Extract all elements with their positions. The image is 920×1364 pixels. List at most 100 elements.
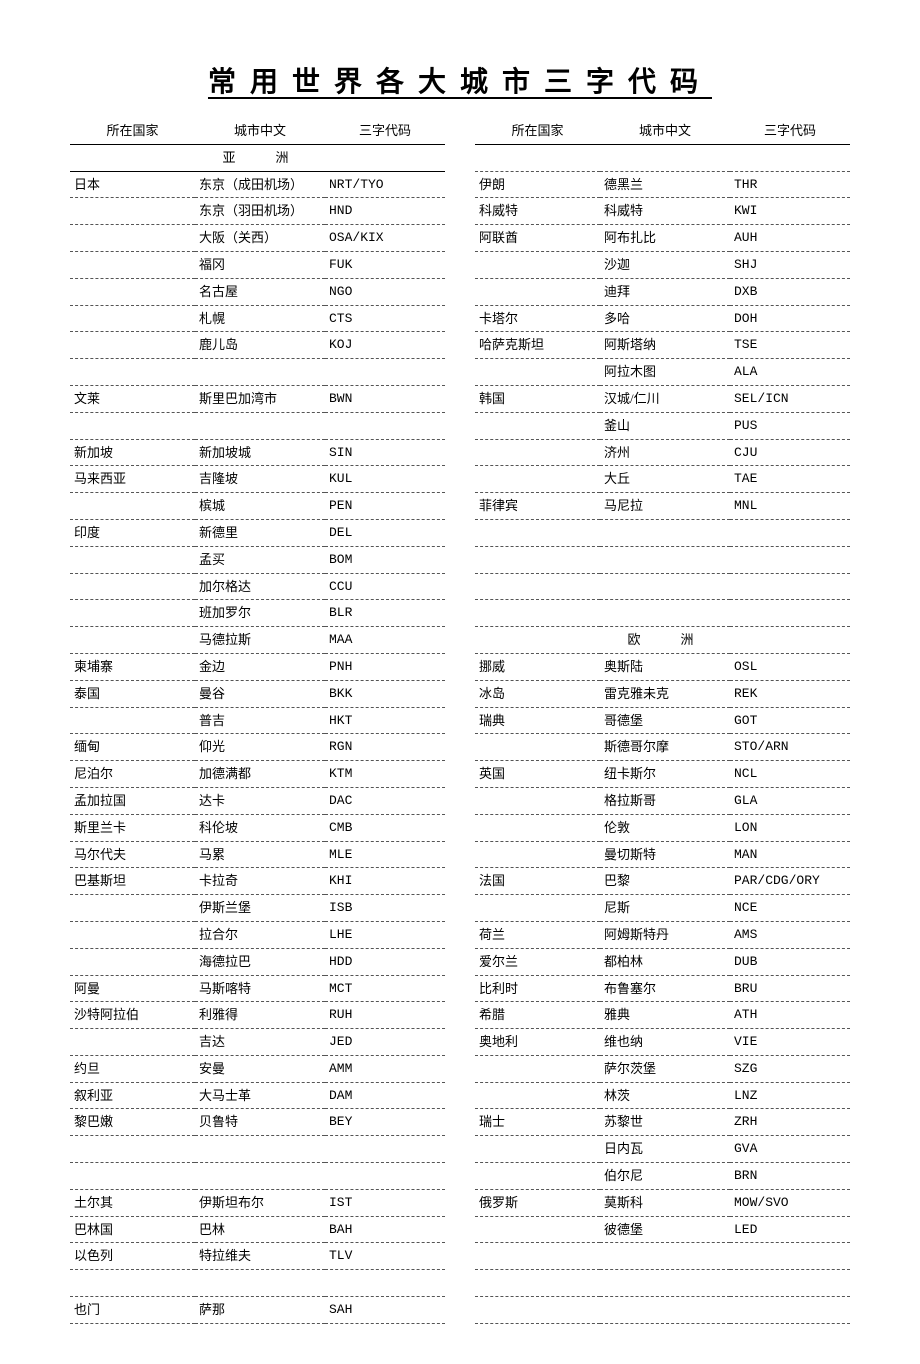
country-cell (70, 493, 195, 520)
code-cell: LED (730, 1216, 850, 1243)
code-cell: PUS (730, 412, 850, 439)
city-cell: 大丘 (600, 466, 730, 493)
country-cell: 哈萨克斯坦 (475, 332, 600, 359)
code-cell (730, 1270, 850, 1297)
country-cell: 冰岛 (475, 680, 600, 707)
city-cell (195, 412, 325, 439)
city-cell: 布鲁塞尔 (600, 975, 730, 1002)
code-cell: GLA (730, 787, 850, 814)
country-cell: 斯里兰卡 (70, 814, 195, 841)
code-cell: CTS (325, 305, 445, 332)
city-cell: 多哈 (600, 305, 730, 332)
city-cell: 福冈 (195, 251, 325, 278)
country-cell: 马尔代夫 (70, 841, 195, 868)
country-cell (475, 412, 600, 439)
country-cell (475, 1216, 600, 1243)
country-cell (475, 1055, 600, 1082)
city-cell: 伊斯兰堡 (195, 895, 325, 922)
city-cell (195, 1136, 325, 1163)
country-cell (70, 332, 195, 359)
city-cell: 加尔格达 (195, 573, 325, 600)
country-cell: 巴林国 (70, 1216, 195, 1243)
right-table: 所在国家城市中文三字代码 伊朗德黑兰THR科威特科威特KWI阿联酋阿布扎比AUH… (475, 118, 850, 1324)
city-cell: 金边 (195, 653, 325, 680)
code-cell: TSE (730, 332, 850, 359)
code-cell: DUB (730, 948, 850, 975)
city-cell: 新德里 (195, 519, 325, 546)
code-cell: BOM (325, 546, 445, 573)
code-cell: FUK (325, 251, 445, 278)
page-title: 常用世界各大城市三字代码 (70, 60, 850, 100)
city-cell: 苏黎世 (600, 1109, 730, 1136)
code-cell: CJU (730, 439, 850, 466)
code-cell: BRN (730, 1163, 850, 1190)
country-cell: 马来西亚 (70, 466, 195, 493)
city-cell: 阿斯塔纳 (600, 332, 730, 359)
code-cell: RUH (325, 1002, 445, 1029)
code-cell: OSA/KIX (325, 225, 445, 252)
code-cell: SEL/ICN (730, 385, 850, 412)
country-cell: 奥地利 (475, 1029, 600, 1056)
country-cell: 伊朗 (475, 171, 600, 198)
code-cell: OSL (730, 653, 850, 680)
code-cell: KUL (325, 466, 445, 493)
code-cell: BLR (325, 600, 445, 627)
city-cell: 普吉 (195, 707, 325, 734)
city-cell: 都柏林 (600, 948, 730, 975)
code-cell: MAA (325, 627, 445, 654)
city-cell: 釜山 (600, 412, 730, 439)
city-cell: 安曼 (195, 1055, 325, 1082)
country-cell (70, 1270, 195, 1297)
city-cell: 迪拜 (600, 278, 730, 305)
country-cell (475, 1136, 600, 1163)
city-cell: 日内瓦 (600, 1136, 730, 1163)
column-header-code: 三字代码 (730, 118, 850, 144)
code-cell: NGO (325, 278, 445, 305)
code-cell: ISB (325, 895, 445, 922)
country-cell (70, 627, 195, 654)
country-cell: 荷兰 (475, 921, 600, 948)
city-cell: 新加坡城 (195, 439, 325, 466)
city-cell: 斯里巴加湾市 (195, 385, 325, 412)
country-cell (475, 1270, 600, 1297)
code-cell: BAH (325, 1216, 445, 1243)
code-cell: SHJ (730, 251, 850, 278)
country-cell: 印度 (70, 519, 195, 546)
city-cell (600, 1297, 730, 1324)
country-cell (475, 251, 600, 278)
country-cell: 叙利亚 (70, 1082, 195, 1109)
city-cell (195, 359, 325, 386)
code-cell (325, 412, 445, 439)
country-cell: 缅甸 (70, 734, 195, 761)
code-cell: DAM (325, 1082, 445, 1109)
code-cell: GOT (730, 707, 850, 734)
code-cell: THR (730, 171, 850, 198)
country-cell (70, 278, 195, 305)
country-cell: 沙特阿拉伯 (70, 1002, 195, 1029)
country-cell: 瑞士 (475, 1109, 600, 1136)
city-cell: 孟买 (195, 546, 325, 573)
country-cell (70, 600, 195, 627)
city-cell: 加德满都 (195, 761, 325, 788)
code-cell: ALA (730, 359, 850, 386)
code-cell: ATH (730, 1002, 850, 1029)
city-cell: 斯德哥尔摩 (600, 734, 730, 761)
city-cell: 吉达 (195, 1029, 325, 1056)
country-cell (70, 251, 195, 278)
country-cell: 日本 (70, 171, 195, 198)
tables-container: 所在国家城市中文三字代码亚洲日本东京（成田机场）NRT/TYO 东京（羽田机场）… (70, 118, 850, 1324)
city-cell: 沙迦 (600, 251, 730, 278)
city-cell: 伊斯坦布尔 (195, 1189, 325, 1216)
country-cell (70, 948, 195, 975)
city-cell (600, 546, 730, 573)
city-cell: 萨那 (195, 1297, 325, 1324)
country-cell: 瑞典 (475, 707, 600, 734)
city-cell: 济州 (600, 439, 730, 466)
city-cell: 利雅得 (195, 1002, 325, 1029)
code-cell: TAE (730, 466, 850, 493)
country-cell: 法国 (475, 868, 600, 895)
country-cell: 俄罗斯 (475, 1189, 600, 1216)
country-cell: 卡塔尔 (475, 305, 600, 332)
code-cell (325, 1136, 445, 1163)
country-cell: 孟加拉国 (70, 787, 195, 814)
